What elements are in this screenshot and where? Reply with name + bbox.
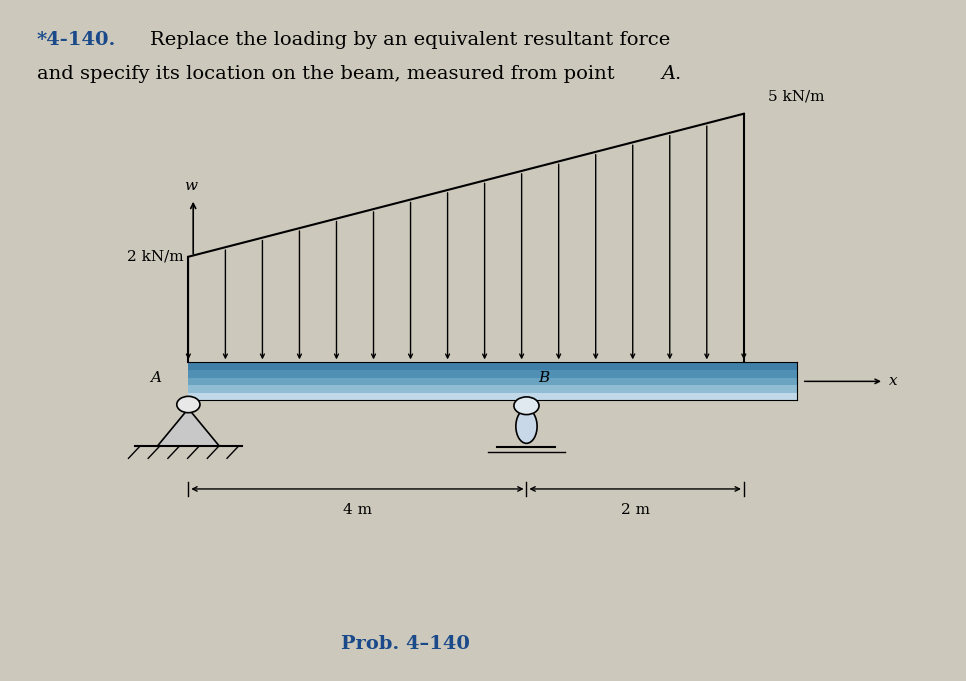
Ellipse shape — [516, 409, 537, 443]
Text: Replace the loading by an equivalent resultant force: Replace the loading by an equivalent res… — [150, 31, 670, 48]
Polygon shape — [157, 409, 219, 446]
Text: x: x — [889, 375, 897, 388]
Text: and specify its location on the beam, measured from point: and specify its location on the beam, me… — [37, 65, 620, 82]
Text: w: w — [184, 179, 197, 193]
Text: B: B — [538, 371, 550, 385]
Polygon shape — [188, 370, 797, 377]
Text: Prob. 4–140: Prob. 4–140 — [341, 635, 470, 652]
Text: 4 m: 4 m — [343, 503, 372, 517]
Polygon shape — [188, 393, 797, 400]
Text: A: A — [662, 65, 676, 82]
Polygon shape — [188, 377, 797, 385]
Circle shape — [177, 396, 200, 413]
Polygon shape — [188, 362, 797, 370]
Text: .: . — [674, 65, 680, 82]
Text: 2 kN/m: 2 kN/m — [127, 250, 184, 264]
Text: 2 m: 2 m — [620, 503, 650, 517]
Circle shape — [514, 397, 539, 415]
Polygon shape — [188, 385, 797, 393]
Text: 5 kN/m: 5 kN/m — [768, 89, 824, 104]
Text: *4-140.: *4-140. — [37, 31, 116, 48]
Text: A: A — [151, 371, 161, 385]
